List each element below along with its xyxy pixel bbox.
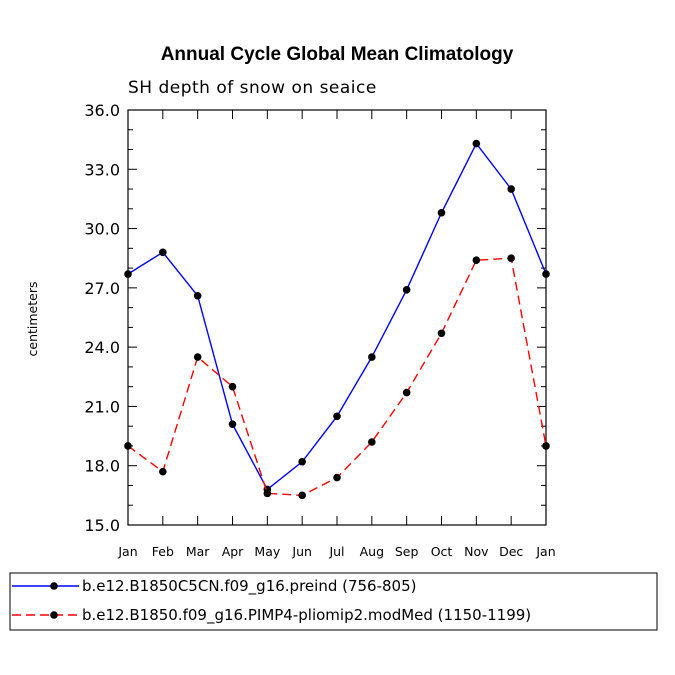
x-tick-label: May [254, 544, 280, 559]
y-axis-label: centimeters [25, 282, 40, 357]
x-tick-label: Dec [499, 544, 523, 559]
x-tick-label: Apr [222, 544, 244, 559]
legend-label-1: b.e12.B1850C5CN.f09_g16.preind (756-805) [82, 577, 417, 596]
axes: 15.0 18.0 21.0 24.0 27.0 30.0 33.0 36.0 Jan Feb Ma… [84, 101, 555, 559]
x-tick-label: Jun [291, 544, 312, 559]
series-line-2 [127, 257, 547, 497]
legend-label-2: b.e12.B1850.f09_g16.PIMP4-pliomip2.modMe… [82, 606, 531, 625]
data-point-1 [298, 457, 306, 466]
data-point-2 [298, 491, 306, 500]
data-point-2 [507, 254, 515, 263]
data-point-2 [368, 438, 376, 446]
data-point-1 [437, 208, 446, 217]
data-point-1 [159, 248, 167, 257]
data-point-2 [228, 382, 237, 391]
y-tick-label: 27.0 [84, 279, 120, 298]
data-point-1 [368, 353, 376, 361]
data-point-2 [402, 388, 411, 397]
x-tick-label: Mar [186, 544, 210, 559]
data-point-1 [228, 420, 237, 429]
data-point-1 [402, 286, 411, 294]
x-tick-label: Jan [117, 544, 137, 559]
data-point-2 [159, 467, 167, 476]
data-point-1 [124, 270, 132, 278]
x-tick-label: Jul [328, 544, 344, 559]
data-point-2 [263, 489, 272, 498]
y-tick-label: 36.0 [84, 101, 120, 120]
data-point-1 [193, 291, 202, 300]
legend-box [9, 572, 658, 631]
legend-marker-1 [50, 582, 58, 590]
data-point-1 [333, 412, 341, 421]
data-point-2 [333, 473, 341, 482]
x-tick-label: Feb [152, 544, 174, 559]
chart-subtitle: SH depth of snow on seaice [128, 78, 377, 98]
y-tick-label: 18.0 [84, 457, 120, 476]
data-point-2 [437, 329, 446, 338]
y-tick-label: 33.0 [84, 160, 120, 179]
y-tick-label: 30.0 [84, 220, 120, 239]
y-tick-label: 15.0 [84, 516, 120, 535]
x-tick-label: Oct [431, 544, 453, 559]
data-point-2 [124, 442, 132, 450]
x-tick-label: Nov [464, 544, 489, 559]
x-tick-label: Aug [360, 544, 384, 559]
x-tick-label: Sep [395, 544, 419, 559]
data-point-2 [542, 442, 550, 450]
chart-title: Annual Cycle Global Mean Climatology [161, 44, 514, 65]
plot-frame [127, 109, 547, 526]
y-tick-label: 21.0 [84, 397, 120, 416]
series-group [124, 139, 550, 500]
data-point-2 [193, 353, 202, 361]
y-tick-label: 24.0 [84, 338, 120, 357]
data-point-1 [472, 139, 481, 148]
data-point-1 [507, 185, 515, 193]
data-point-1 [542, 270, 550, 278]
series-line-1 [127, 142, 547, 491]
x-tick-label: Jan [535, 544, 555, 559]
data-point-2 [472, 256, 481, 264]
legend: b.e12.B1850C5CN.f09_g16.preind (756-805)… [9, 572, 658, 631]
legend-marker-2 [50, 611, 58, 619]
